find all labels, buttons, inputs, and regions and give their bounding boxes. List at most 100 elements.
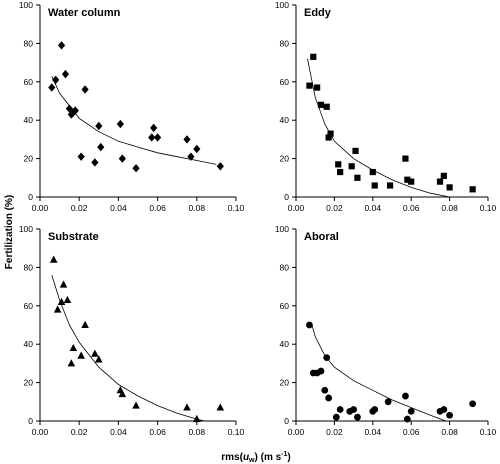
x-tick-label: 0.02 [326, 203, 343, 213]
x-tick-label: 0.04 [365, 203, 382, 213]
data-point [148, 133, 156, 142]
x-tick-label: 0.06 [149, 203, 166, 213]
data-point [57, 41, 66, 50]
data-point [323, 103, 330, 110]
data-point [352, 147, 359, 155]
y-tick-label: 0 [284, 416, 289, 426]
x-tick-label: 0.10 [228, 427, 245, 437]
x-axis-title-prefix: rms( [221, 452, 243, 463]
data-point [317, 367, 325, 375]
y-tick-label: 40 [24, 339, 34, 349]
data-point [327, 130, 334, 137]
data-point [116, 119, 124, 129]
data-point [53, 305, 62, 313]
x-tick-label: 0.10 [480, 427, 497, 437]
data-point [321, 386, 329, 394]
data-point [52, 75, 60, 85]
x-tick-label: 0.10 [228, 203, 245, 213]
data-point [384, 398, 392, 406]
data-point [336, 406, 344, 413]
panel-water-column: 0 20 40 60 80 100 0.00 0.02 0.04 0.06 0.08 0.10 Wate… [19, 0, 245, 213]
data-point [371, 182, 378, 189]
data-point [193, 414, 201, 423]
data-point [49, 255, 58, 263]
data-point [446, 184, 453, 191]
data-point [48, 83, 56, 92]
data-point [469, 186, 476, 193]
y-tick-label: 80 [280, 38, 290, 48]
x-tick-label: 0.08 [441, 427, 458, 437]
x-axis-title: rms(uw) (m s-1) [221, 451, 291, 464]
data-point [402, 392, 409, 400]
x-tick-label: 0.00 [32, 427, 49, 437]
panels-group: 0 20 40 60 80 100 0.00 0.02 0.04 0.06 0.08 0.10 Wate… [19, 0, 497, 437]
y-tick-label: 80 [24, 38, 34, 48]
y-tick-label: 60 [24, 77, 34, 87]
data-point [63, 295, 72, 304]
y-tick-label: 0 [28, 192, 33, 202]
data-point [408, 178, 415, 185]
data-point [402, 155, 409, 162]
y-tick-label: 20 [24, 378, 34, 388]
y-tick-label: 100 [19, 0, 33, 10]
data-point [348, 163, 355, 170]
x-tick-label: 0.00 [288, 203, 305, 213]
panel-title: Water column [48, 7, 121, 19]
y-tick-label: 60 [24, 301, 34, 311]
data-point [446, 411, 453, 419]
data-point [183, 135, 191, 144]
data-point [71, 106, 79, 115]
data-point [91, 158, 99, 167]
data-point [77, 351, 85, 359]
data-point [440, 172, 447, 179]
panel-eddy: 0 20 40 60 80 100 0.00 0.02 0.04 0.06 0.08 0.10 Eddy [275, 0, 497, 213]
fit-curve [311, 322, 446, 422]
data-point [350, 406, 357, 413]
x-tick-label: 0.04 [365, 427, 382, 437]
data-point [67, 110, 75, 119]
fit-curve [307, 58, 450, 198]
x-tick-label: 0.10 [480, 203, 497, 213]
data-point [407, 408, 415, 415]
data-point [369, 168, 376, 176]
x-tick-label: 0.04 [110, 203, 127, 213]
x-tick-label: 0.04 [110, 427, 127, 437]
y-tick-label: 40 [24, 115, 34, 125]
data-point [306, 82, 313, 89]
data-point [354, 413, 361, 421]
data-point [118, 389, 127, 398]
data-point [95, 121, 103, 131]
data-point [314, 84, 321, 91]
data-point [97, 142, 105, 152]
data-point [404, 176, 411, 183]
data-point [440, 406, 448, 413]
data-point [325, 134, 332, 141]
data-point [469, 400, 477, 408]
data-point [323, 354, 331, 362]
y-tick-label: 100 [275, 224, 289, 234]
x-tick-label: 0.00 [32, 203, 49, 213]
x-tick-label: 0.06 [149, 427, 166, 437]
panel-title: Aboral [304, 231, 339, 243]
data-point [69, 343, 78, 352]
y-tick-label: 100 [275, 0, 289, 10]
y-tick-label: 40 [280, 115, 290, 125]
data-point [310, 53, 317, 60]
x-axis-title-suffix: ) (m s [255, 452, 282, 463]
y-tick-label: 0 [284, 192, 289, 202]
x-tick-label: 0.02 [326, 427, 343, 437]
data-point [81, 320, 89, 328]
fit-curve [51, 75, 217, 165]
data-point [132, 164, 140, 173]
x-axis-title-sub: w [248, 457, 255, 464]
y-tick-label: 20 [280, 378, 290, 388]
data-point [81, 85, 89, 94]
data-point [332, 413, 340, 421]
x-tick-label: 0.00 [288, 427, 305, 437]
data-point [337, 168, 344, 176]
y-tick-label: 40 [280, 339, 290, 349]
data-point [403, 415, 411, 423]
panel-substrate: 0 20 40 60 80 100 0.00 0.02 0.04 0.06 0.08 0.10 Subs… [19, 224, 245, 437]
data-point [95, 355, 103, 363]
